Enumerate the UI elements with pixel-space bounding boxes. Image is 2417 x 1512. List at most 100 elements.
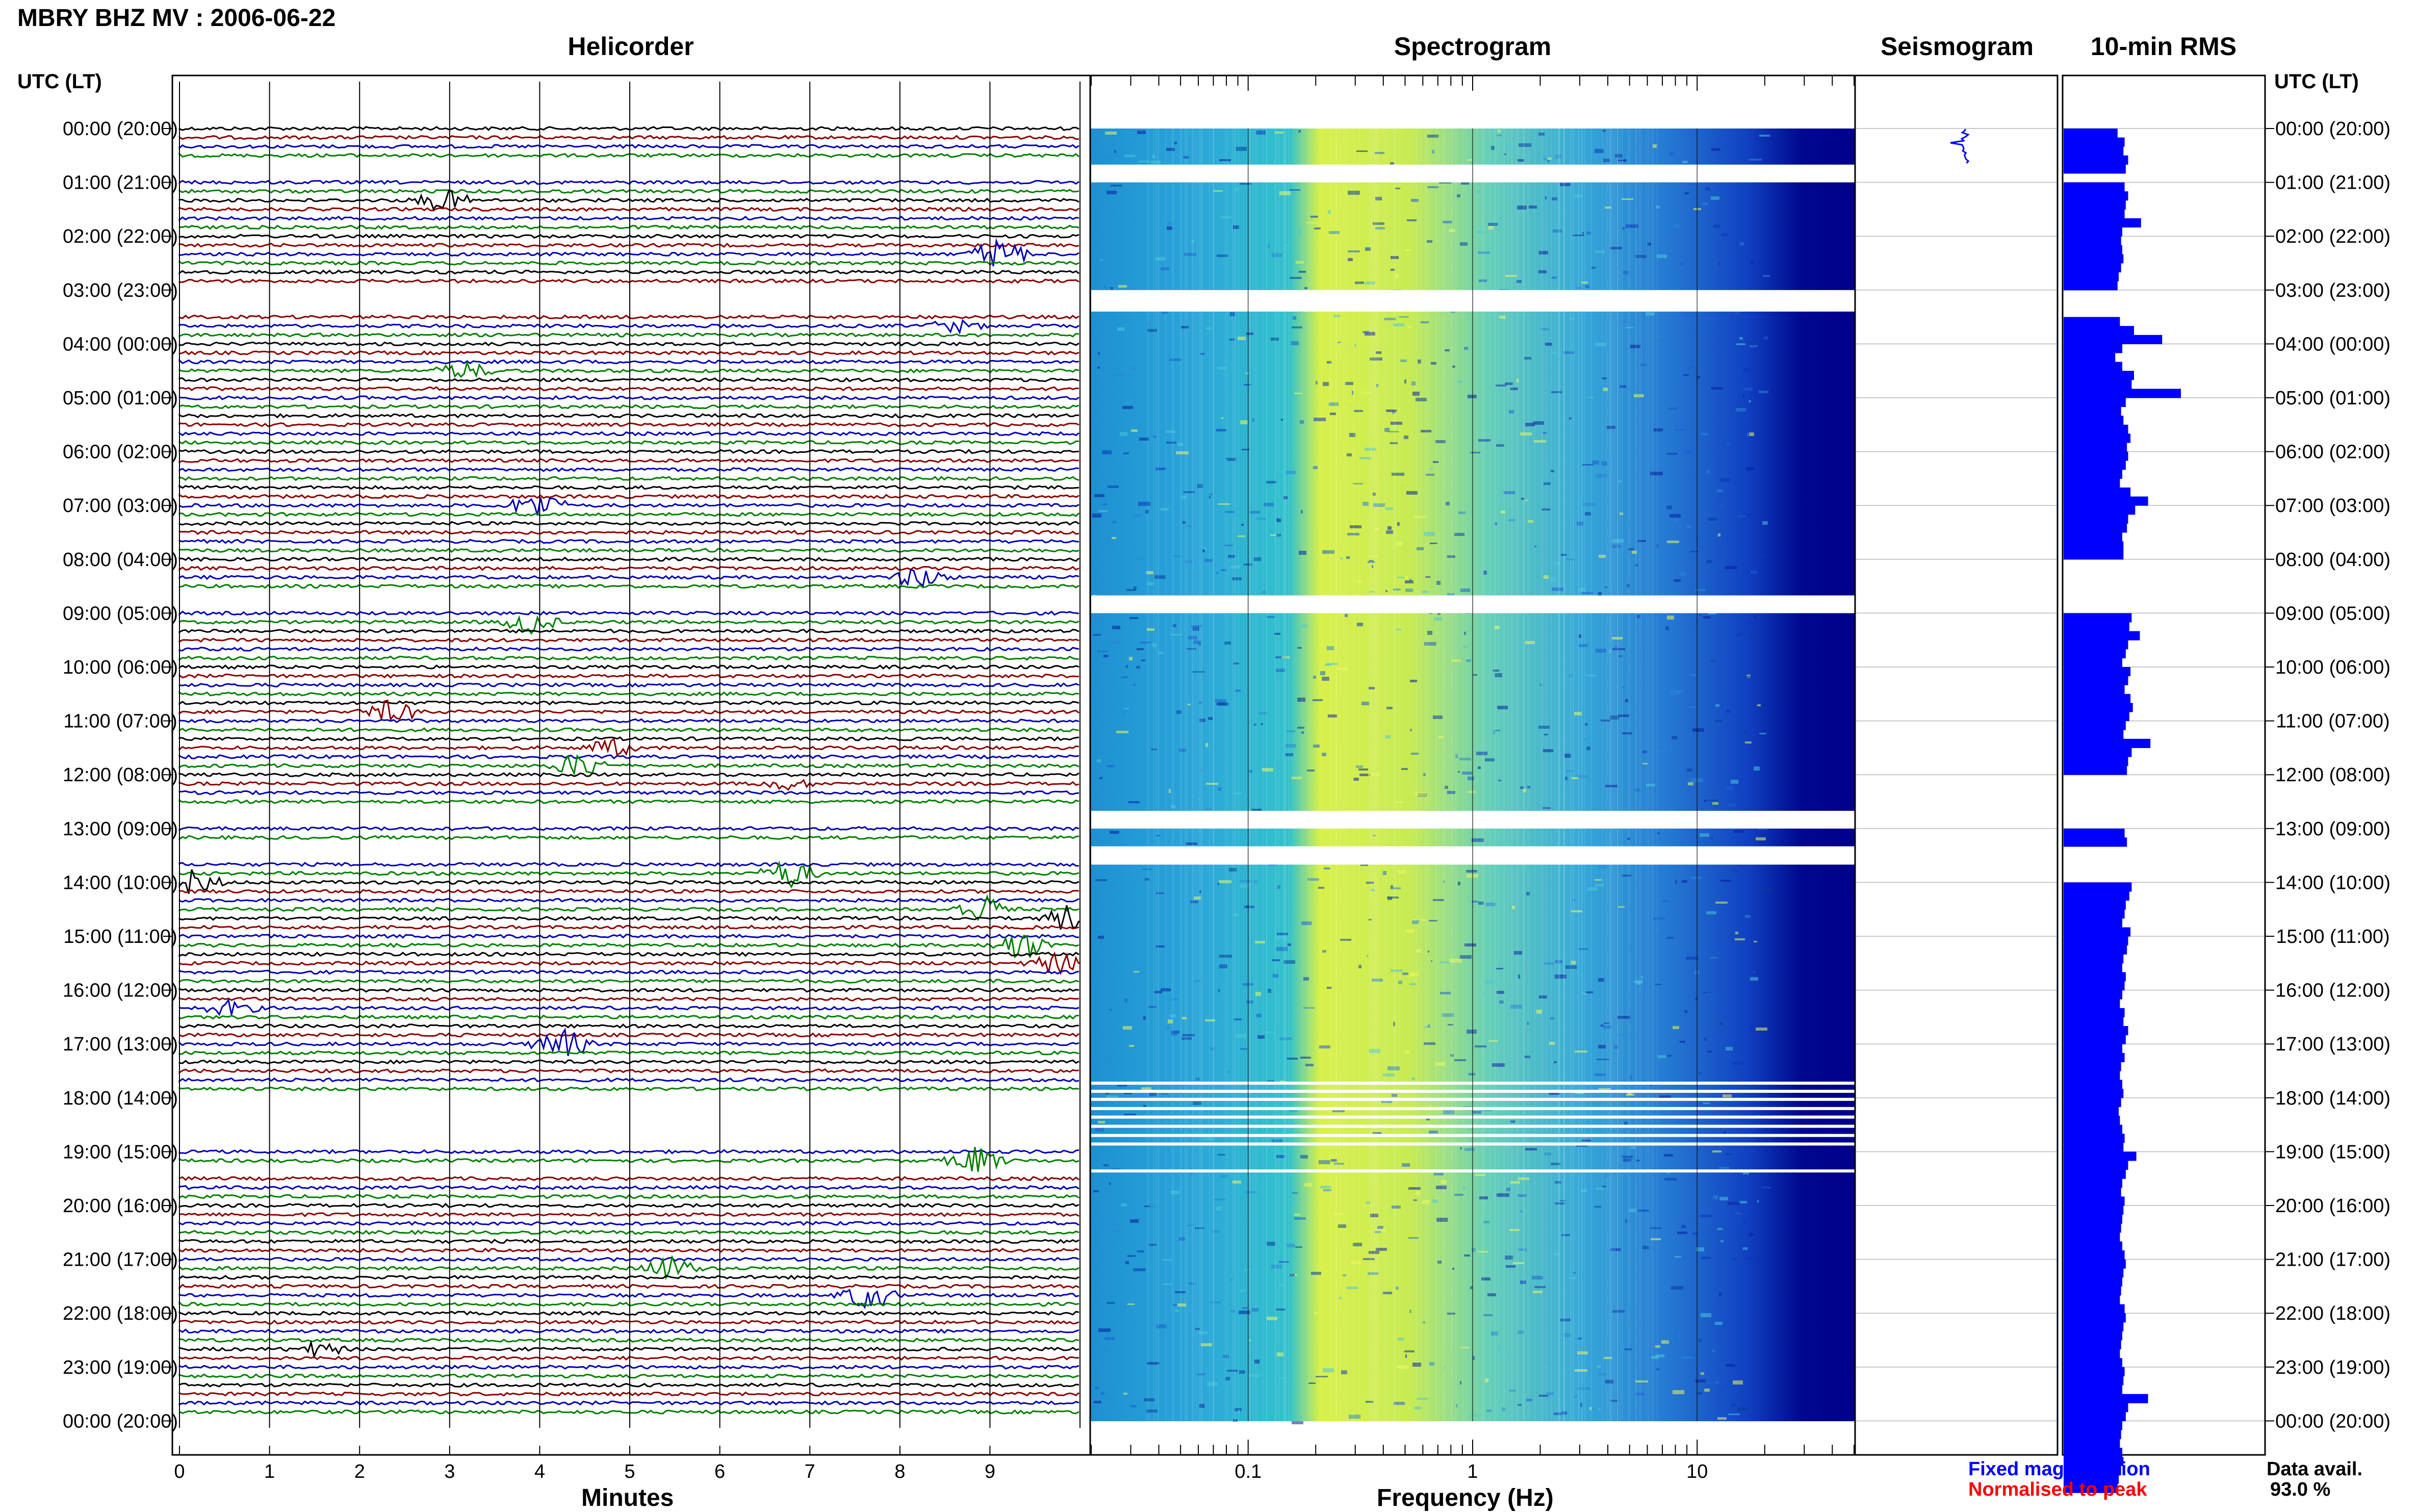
- spectrogram-cell: [1205, 1019, 1215, 1021]
- spectrogram-cell: [1686, 957, 1698, 960]
- spectrogram-cell: [1559, 1200, 1566, 1201]
- spectrogram-cell: [1525, 423, 1535, 426]
- spectrogram-cell: [1246, 372, 1249, 374]
- seismogram-trace: [1950, 128, 1970, 164]
- spectrogram-cell: [1757, 704, 1761, 706]
- spectrogram-cell: [1515, 766, 1519, 768]
- spectrogram-cell: [1497, 135, 1502, 136]
- spectrogram-cell: [1497, 1193, 1509, 1197]
- spectrogram-cell: [1696, 1247, 1704, 1251]
- spectrogram-cell: [1451, 311, 1455, 313]
- spectrogram-cell: [1372, 565, 1373, 568]
- spectrogram-cell: [1674, 224, 1680, 227]
- spectrogram-cell: [1538, 726, 1550, 729]
- spectrogram-cell: [1589, 1407, 1591, 1410]
- spectrogram-cell: [1257, 1035, 1265, 1039]
- spectrogram-cell: [1136, 558, 1144, 560]
- helicorder-trace: [178, 476, 1079, 481]
- spectrogram-cell: [1179, 749, 1187, 752]
- spectrogram-cell: [1551, 391, 1562, 393]
- spectrogram-cell: [1298, 230, 1301, 234]
- spectrogram-cell: [1405, 576, 1408, 580]
- spectrogram-cell: [1711, 387, 1723, 390]
- spectrogram-cell: [1464, 1148, 1475, 1151]
- spectrogram-cell: [1391, 256, 1399, 259]
- spectrogram-cell: [1218, 503, 1230, 505]
- spectrogram-cell: [1576, 1144, 1587, 1147]
- spectrogram-cell: [1131, 429, 1138, 432]
- spectrogram-cell: [1152, 155, 1155, 158]
- spectrogram-cell: [1412, 1363, 1421, 1367]
- spectrogram-cell: [1725, 566, 1737, 569]
- spectrogram-cell: [1386, 409, 1397, 412]
- spectrogram-cell: [1316, 1376, 1328, 1377]
- rms-bar: [2064, 1214, 2122, 1224]
- spectrogram-cell: [1502, 1407, 1505, 1412]
- spectrogram-cell: [1564, 754, 1571, 758]
- spectrogram-cell: [1745, 741, 1752, 744]
- spectrogram-cell: [1156, 892, 1164, 894]
- rms-bar: [2064, 1206, 2124, 1215]
- spectrogram-cell: [1320, 671, 1325, 675]
- spectrogram-cell: [1574, 712, 1582, 715]
- spectrogram-cell: [1674, 579, 1681, 582]
- spectrogram-cell: [1227, 459, 1236, 461]
- spectrogram-cell: [1129, 1045, 1134, 1047]
- spectrogram-cell: [1719, 1197, 1728, 1200]
- rms-bar: [2064, 1232, 2120, 1242]
- legend-normalised-to-peak: Normalised to peak: [1968, 1479, 2147, 1500]
- spectrogram-cell: [1167, 222, 1173, 225]
- spectrogram-cell: [1313, 745, 1320, 748]
- spectrogram-cell: [1450, 1054, 1454, 1057]
- spectrogram-cell: [1525, 641, 1535, 644]
- spectrogram-cell: [1725, 787, 1733, 790]
- spectrogram-cell: [1134, 971, 1139, 972]
- spectrogram-cell: [1301, 731, 1304, 734]
- spectrogram-cell: [1543, 749, 1553, 752]
- helicorder-tick-label: 7: [805, 1461, 815, 1482]
- spectrogram-cell: [1276, 1309, 1285, 1311]
- time-label-right: 17:00 (13:00): [2275, 1034, 2390, 1055]
- spectrogram-cell: [1685, 451, 1693, 454]
- spectrogram-cell: [1677, 1232, 1687, 1234]
- spectrogram-cell: [1249, 770, 1252, 773]
- helicorder-trace: [178, 1382, 1079, 1388]
- spectrogram-cell: [1682, 880, 1687, 883]
- spectrogram-cell: [1691, 877, 1702, 879]
- spectrogram-cell: [1712, 1350, 1715, 1352]
- spectrogram-cell: [1705, 187, 1710, 191]
- spectrogram-cell: [1655, 928, 1660, 932]
- spectrogram-cell: [1339, 1297, 1342, 1299]
- spectrogram-cell: [1749, 622, 1760, 626]
- spectrogram-cell: [1142, 868, 1151, 870]
- helicorder-trace: [178, 413, 1079, 419]
- helicorder-trace: [178, 1247, 1079, 1253]
- spectrogram-cell: [1569, 417, 1572, 420]
- spectrogram-cell: [1447, 555, 1455, 558]
- spectrogram-cell: [1615, 646, 1617, 648]
- spectrogram-cell: [1279, 1037, 1292, 1040]
- rms-bar: [2064, 1161, 2128, 1170]
- spectrogram-cell: [1526, 1399, 1532, 1401]
- spectrogram-cell: [1396, 801, 1403, 803]
- spectrogram-cell: [1170, 634, 1182, 635]
- spectrogram-cell: [1569, 674, 1573, 677]
- spectrogram-cell: [1406, 491, 1418, 495]
- rms-bar: [2064, 137, 2125, 147]
- rms-bar: [2064, 909, 2125, 919]
- spectrogram-cell: [1095, 1128, 1104, 1132]
- spectrogram-cell: [1622, 732, 1632, 734]
- spectrogram-cell: [1475, 1045, 1486, 1047]
- spectrogram-cell: [1163, 1284, 1171, 1285]
- spectrogram-cell: [1463, 646, 1468, 648]
- spectrogram-cell: [1544, 575, 1549, 579]
- spectrogram-cell: [1552, 197, 1557, 200]
- spectrogram-cell: [1296, 261, 1304, 264]
- spectrogram-cell: [1294, 1214, 1300, 1216]
- spectrogram-cell: [1395, 542, 1402, 546]
- spectrogram-cell: [1487, 1293, 1496, 1296]
- spectrogram-cell: [1472, 901, 1478, 903]
- spectrogram-cell: [1376, 1248, 1387, 1251]
- spectrogram-cell: [1144, 1398, 1154, 1401]
